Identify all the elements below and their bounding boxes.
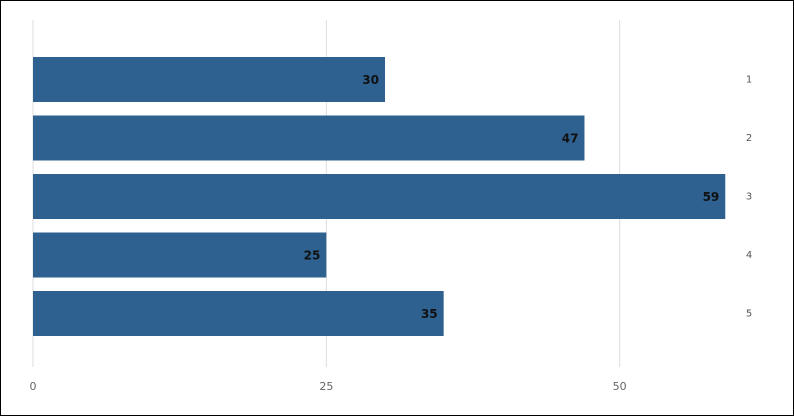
bar (33, 291, 444, 336)
value-label: 25 (304, 249, 321, 263)
bar (33, 57, 385, 102)
value-label: 30 (362, 73, 379, 87)
x-tick-label: 0 (30, 380, 37, 393)
bar (33, 115, 585, 161)
bar (33, 232, 327, 278)
value-label: 59 (703, 190, 720, 204)
y-tick-label: 3 (746, 192, 752, 203)
bar (33, 174, 726, 219)
y-tick-label: 1 (746, 75, 752, 86)
x-tick-label: 50 (613, 380, 627, 393)
value-label: 47 (562, 132, 579, 146)
value-label: 35 (421, 307, 438, 321)
y-tick-label: 2 (746, 133, 752, 144)
y-tick-label: 4 (746, 250, 752, 261)
x-tick-label: 25 (319, 380, 333, 393)
y-tick-label: 5 (746, 309, 752, 320)
